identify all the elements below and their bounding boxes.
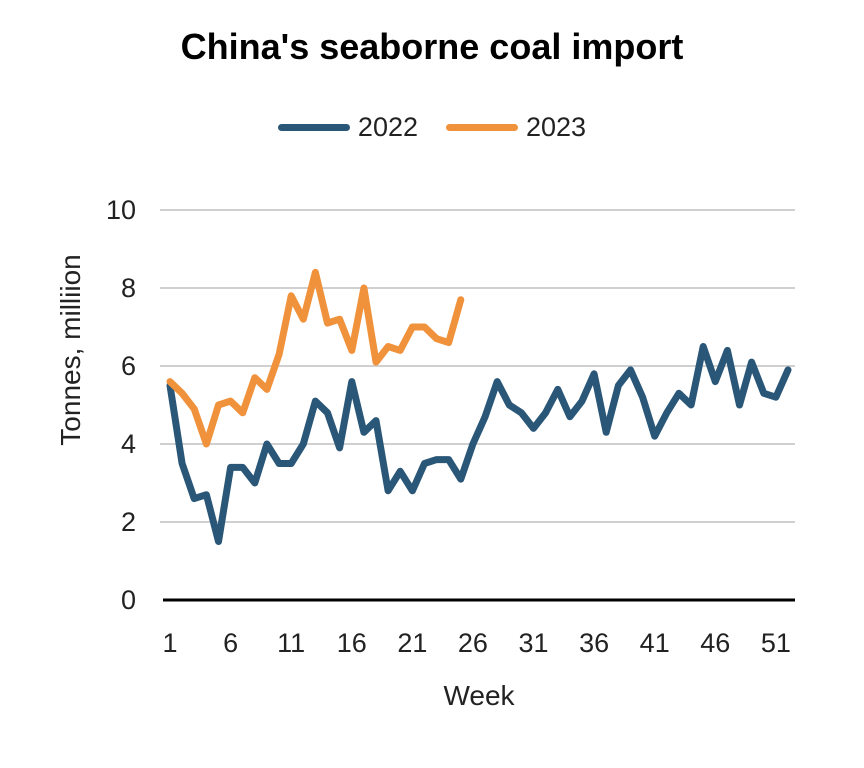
x-tick-label: 46 — [700, 628, 730, 658]
x-tick-label: 6 — [223, 628, 238, 658]
x-tick-label: 31 — [519, 628, 549, 658]
series-line-2023 — [166, 268, 465, 448]
legend-label-2022: 2022 — [357, 112, 418, 142]
legend-swatch-2023 — [446, 124, 518, 131]
y-tick-label: 2 — [121, 507, 136, 537]
x-tick-label: 41 — [640, 628, 670, 658]
legend-item-2022: 2022 — [277, 112, 418, 143]
y-tick-label: 4 — [121, 429, 136, 459]
y-axis-title: Tonnes, milliion — [55, 254, 86, 445]
y-tick-label: 10 — [106, 195, 136, 225]
x-tick-label: 21 — [397, 628, 427, 658]
y-tick-label: 0 — [121, 585, 136, 615]
legend-swatch-2022 — [277, 124, 350, 131]
series-lines — [166, 268, 792, 545]
chart-title: China's seaborne coal import — [180, 26, 684, 67]
legend: 2022 2023 — [0, 112, 864, 143]
y-tick-label: 6 — [121, 351, 136, 381]
legend-label-2023: 2023 — [526, 112, 587, 142]
x-tick-label: 51 — [761, 628, 791, 658]
x-tick-label: 36 — [579, 628, 609, 658]
x-tick-label: 26 — [458, 628, 488, 658]
series-line-2022 — [166, 343, 792, 545]
gridlines — [160, 209, 795, 523]
y-tick-label: 8 — [121, 273, 136, 303]
x-tick-label: 11 — [277, 628, 305, 658]
x-tick-label: 16 — [337, 628, 367, 658]
x-axis-title: Week — [443, 680, 515, 711]
x-tick-label: 1 — [162, 628, 177, 658]
legend-item-2023: 2023 — [446, 112, 586, 143]
